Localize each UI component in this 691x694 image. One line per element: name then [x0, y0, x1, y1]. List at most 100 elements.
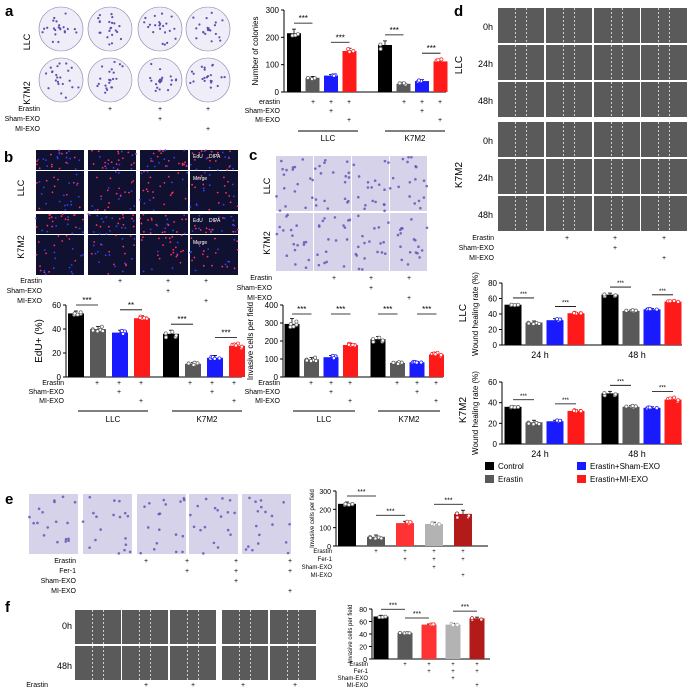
colony-dot: [154, 24, 157, 27]
x-group-label: 24 h: [531, 350, 549, 360]
data-point: [350, 502, 355, 507]
cell-dot: [146, 526, 150, 529]
legend-entry: Erastin+MI-EXO: [590, 475, 648, 484]
cell-dot: [39, 265, 41, 267]
plus-mark: +: [461, 549, 465, 555]
colony-dot: [112, 71, 115, 74]
cell-dot: [78, 227, 81, 230]
cell-dot: [150, 219, 153, 221]
cell-dot: [123, 511, 127, 515]
micrograph-bg: [36, 150, 84, 170]
cell-dot: [73, 500, 77, 504]
cell-dot: [193, 256, 196, 259]
cell-dot: [157, 528, 161, 532]
timepoint-label: 24h: [478, 59, 493, 69]
cell-dot: [410, 218, 413, 221]
y-axis-label: Invasive cells per field: [348, 605, 354, 664]
cell-dot: [139, 199, 141, 201]
treatment-table-b: Erastin + + + Sham-EXO + MI-EXO +: [7, 278, 208, 305]
cell-dot: [140, 222, 143, 225]
cell-dot: [92, 163, 95, 165]
colony-dot: [192, 16, 195, 19]
cell-dot: [58, 149, 60, 152]
treatment-table-a-chart: erastin + + + + + + Sham-EXO + + MI-EXO + +: [245, 99, 442, 124]
cell-dot: [282, 229, 285, 232]
wound-image: [641, 159, 687, 194]
cell-dot: [397, 185, 400, 189]
data-point: [436, 58, 441, 63]
cell-dot: [121, 270, 124, 273]
plus-mark: +: [204, 298, 208, 305]
cell-dot: [152, 209, 155, 212]
cell-dot: [75, 226, 77, 229]
bar: [324, 75, 338, 92]
cell-dot: [143, 202, 146, 205]
y-tick-label: 60: [359, 620, 367, 627]
cell-dot: [130, 163, 133, 166]
transwell-image-llc: [352, 156, 390, 213]
colony-dot: [175, 78, 178, 81]
cell-dot: [155, 541, 159, 545]
cell-dot: [110, 161, 113, 164]
cell-dot: [211, 229, 213, 232]
cell-dot: [107, 187, 110, 189]
data-point: [91, 328, 95, 333]
cell-dot: [96, 214, 99, 217]
plus-mark: +: [432, 549, 436, 555]
colony-dot: [201, 77, 204, 81]
cell-dot: [66, 223, 69, 226]
cell-dot: [65, 161, 68, 164]
micrograph-bg: [170, 646, 216, 680]
cell-dot: [208, 166, 211, 169]
cell-dot: [181, 164, 184, 166]
micrograph-bg: [498, 122, 544, 157]
micrograph-bg: [594, 82, 640, 117]
cell-dot: [293, 248, 297, 252]
cell-dot: [90, 252, 93, 255]
cell-dot: [343, 226, 347, 229]
cell-dot: [80, 254, 83, 257]
colony-dot: [210, 40, 213, 43]
data-point: [377, 335, 382, 340]
cell-dot: [135, 152, 137, 155]
cell-dot: [98, 155, 101, 158]
cell-dot: [150, 160, 152, 162]
colony-dot: [221, 19, 224, 22]
cell-dot: [400, 258, 404, 262]
colony-dot: [121, 65, 124, 68]
cell-dot: [383, 209, 386, 213]
cell-dot: [377, 183, 381, 186]
colony-dot: [62, 26, 65, 29]
wound-image: [546, 196, 592, 231]
plus-mark: +: [329, 99, 333, 106]
micrograph-bg: [546, 45, 592, 80]
cell-dot: [89, 214, 91, 217]
cell-dot: [355, 254, 359, 257]
micrograph-bg: [546, 122, 592, 157]
dish-bg: [185, 57, 231, 103]
micrograph-bg: [276, 156, 313, 211]
cell-dot: [208, 184, 211, 187]
data-point: [630, 308, 635, 313]
cell-dot: [229, 533, 232, 536]
wound-image-f: [122, 646, 168, 680]
y-tick-label: 80: [359, 607, 367, 614]
bar: [664, 301, 682, 345]
colony-dot: [55, 73, 58, 77]
wound-image: [641, 196, 687, 231]
cell-dot: [247, 545, 250, 548]
plus-mark: +: [232, 398, 236, 405]
cell-dot: [143, 170, 145, 173]
cell-dot: [120, 226, 123, 229]
cell-dot: [189, 513, 192, 517]
plus-mark: +: [565, 235, 569, 242]
plus-mark: +: [158, 116, 162, 123]
colony-dot: [160, 78, 163, 81]
y-axis-label: Number of colonies: [251, 17, 260, 86]
cell-dot: [164, 231, 166, 233]
cell-dot: [117, 552, 121, 555]
micrograph-bg: [190, 150, 238, 170]
data-point: [396, 361, 400, 366]
data-point: [430, 521, 435, 526]
